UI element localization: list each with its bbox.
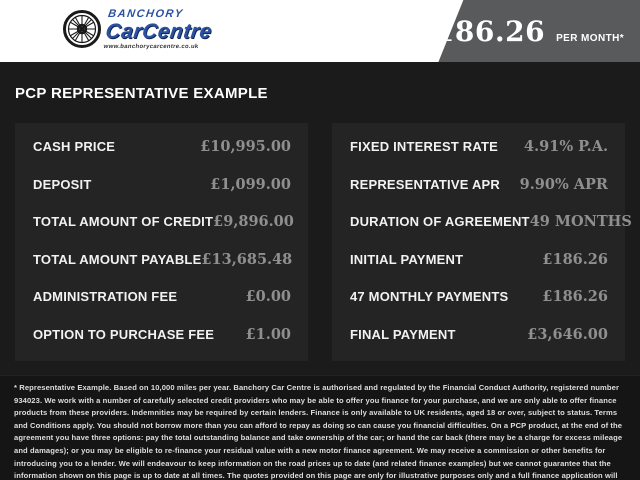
logo-name-top: BANCHORY [107, 7, 185, 20]
finance-value: £186.26 [542, 250, 608, 268]
finance-label: DEPOSIT [33, 176, 92, 192]
finance-row: 47 MONTHLY PAYMENTS £186.26 [350, 288, 608, 305]
finance-value: 49 MONTHS [529, 213, 632, 231]
finance-panel-left: CASH PRICE £10,995.00 DEPOSIT £1,099.00 TOTA… [15, 123, 308, 361]
finance-row: ADMINISTRATION FEE £0.00 [33, 288, 291, 305]
finance-label: REPRESENTATIVE APR [350, 176, 500, 192]
finance-value: £0.00 [245, 288, 291, 306]
finance-row: REPRESENTATIVE APR 9.90% APR [350, 176, 608, 193]
monthly-price: £186.26 [414, 14, 546, 48]
finance-value: £13,685.48 [201, 250, 293, 268]
logo-name-main: CarCentre [104, 19, 214, 43]
finance-panels: CASH PRICE £10,995.00 DEPOSIT £1,099.00 TOTA… [15, 123, 632, 361]
title-bar: PCP REPRESENTATIVE EXAMPLE [0, 62, 640, 102]
finance-label: DURATION OF AGREEMENT [350, 214, 530, 230]
finance-value: £10,995.00 [200, 138, 291, 155]
finance-label: 47 MONTHLY PAYMENTS [350, 289, 509, 305]
finance-panel-right: FIXED INTEREST RATE 4.91% P.A. REPRESENTAT… [332, 123, 632, 361]
logo-text: BANCHORY CarCentre www.banchorycarcentre… [103, 7, 215, 50]
price-suffix: PER MONTH* [556, 32, 624, 44]
finance-value: 9.90% APR [519, 175, 608, 193]
finance-value: £186.26 [542, 288, 608, 306]
finance-label: FINAL PAYMENT [350, 326, 456, 342]
finance-row: INITIAL PAYMENT £186.26 [350, 251, 608, 268]
finance-label: OPTION TO PURCHASE FEE [33, 326, 215, 342]
wheel-icon [63, 10, 101, 48]
finance-row: TOTAL AMOUNT PAYABLE £13,685.48 [33, 250, 293, 268]
page-title: PCP REPRESENTATIVE EXAMPLE [15, 85, 268, 102]
disclaimer-text: * Representative Example. Based on 10,00… [14, 383, 623, 480]
price-banner: £186.26 PER MONTH* [414, 0, 640, 62]
logo-website: www.banchorycarcentre.co.uk [103, 43, 199, 50]
finance-row: TOTAL AMOUNT OF CREDIT £9,896.00 [33, 213, 294, 231]
header: BANCHORY CarCentre www.banchorycarcentre… [0, 0, 640, 62]
finance-row: OPTION TO PURCHASE FEE £1.00 [33, 326, 291, 343]
finance-value: £1,099.00 [210, 175, 291, 193]
dealer-logo[interactable]: BANCHORY CarCentre www.banchorycarcentre… [62, 7, 215, 50]
finance-row: DEPOSIT £1,099.00 [33, 176, 291, 193]
finance-row: FINAL PAYMENT £3,646.00 [350, 326, 608, 343]
finance-label: CASH PRICE [33, 139, 116, 154]
finance-value: 4.91% P.A. [524, 138, 608, 155]
finance-label: TOTAL AMOUNT OF CREDIT [33, 214, 214, 230]
finance-value: £3,646.00 [527, 325, 608, 343]
finance-label: FIXED INTEREST RATE [350, 139, 499, 154]
finance-value: £9,896.00 [213, 213, 294, 231]
finance-row: FIXED INTEREST RATE 4.91% P.A. [350, 138, 608, 155]
finance-label: INITIAL PAYMENT [350, 251, 464, 267]
finance-label: ADMINISTRATION FEE [33, 289, 178, 305]
finance-value: £1.00 [245, 325, 291, 343]
disclaimer-footer: * Representative Example. Based on 10,00… [0, 375, 640, 480]
price-block: £186.26 PER MONTH* [414, 14, 640, 48]
finance-row: DURATION OF AGREEMENT 49 MONTHS [350, 213, 632, 230]
finance-row: CASH PRICE £10,995.00 [33, 138, 291, 155]
finance-label: TOTAL AMOUNT PAYABLE [33, 251, 202, 267]
